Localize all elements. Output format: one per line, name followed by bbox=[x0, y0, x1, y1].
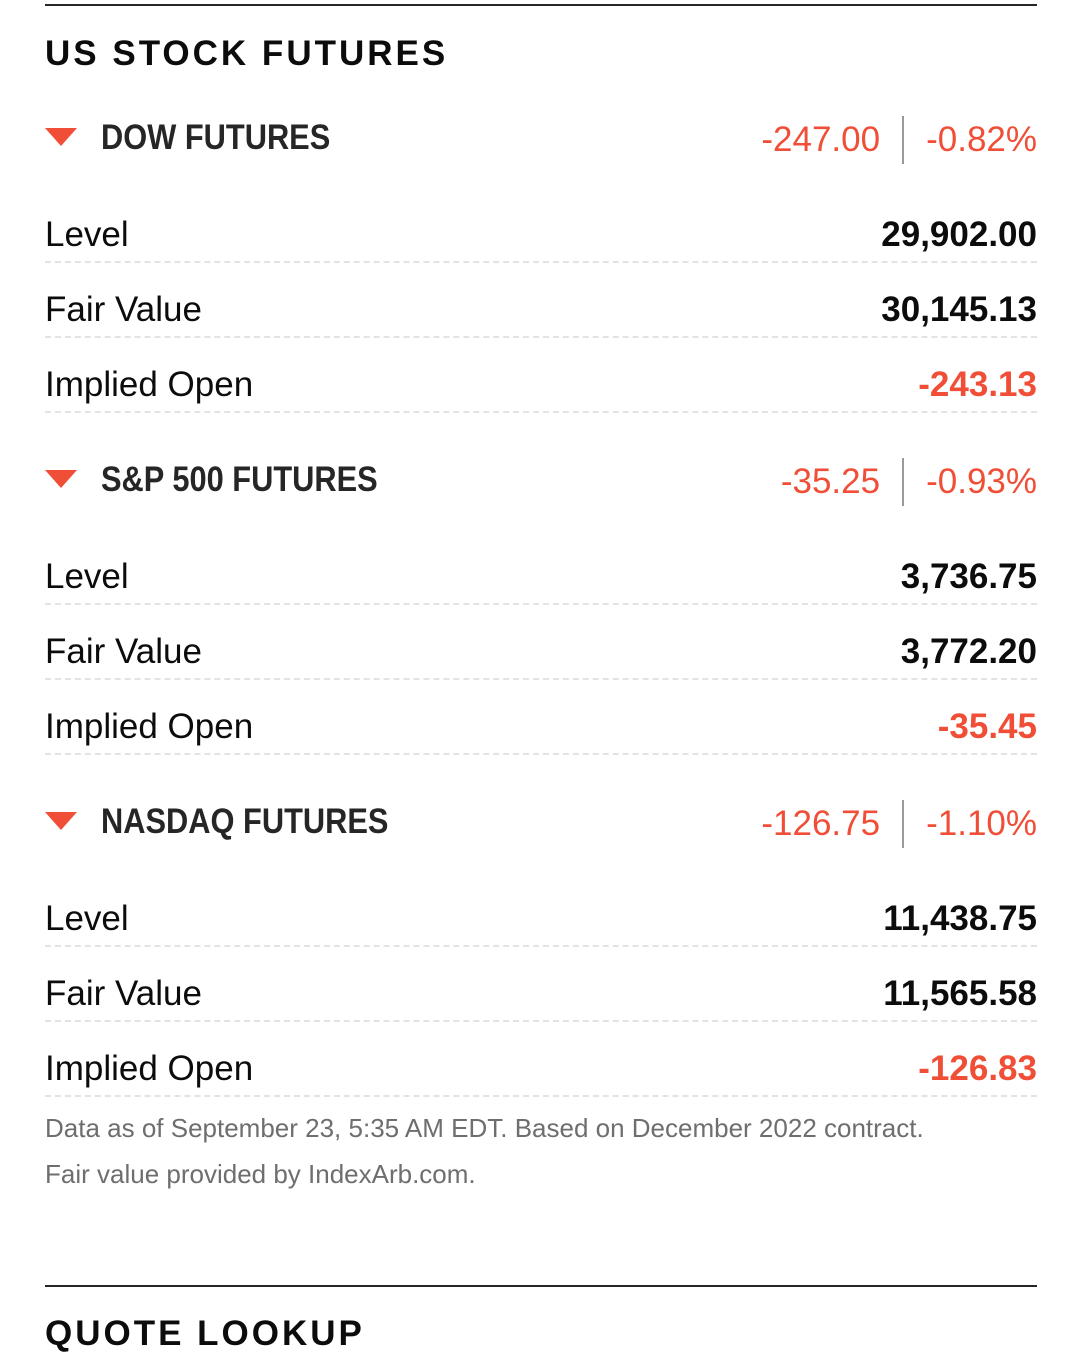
row-value: 3,736.75 bbox=[900, 557, 1037, 596]
futures-group-dow: DOW FUTURES -247.00 -0.82% Level 29,902.… bbox=[45, 116, 1037, 413]
row-label: Level bbox=[45, 557, 129, 596]
change-percent: -0.82% bbox=[926, 120, 1037, 159]
row-label: Fair Value bbox=[45, 974, 202, 1013]
fair-value-row: Fair Value 11,565.58 bbox=[45, 947, 1037, 1022]
implied-open-row: Implied Open -35.45 bbox=[45, 680, 1037, 755]
row-value: 3,772.20 bbox=[900, 632, 1037, 671]
row-value: -243.13 bbox=[918, 365, 1037, 404]
fair-value-row: Fair Value 30,145.13 bbox=[45, 263, 1037, 338]
section-divider bbox=[45, 1285, 1037, 1287]
change-block: -35.25 -0.93% bbox=[781, 458, 1037, 506]
change-points: -247.00 bbox=[761, 120, 881, 159]
implied-open-row: Implied Open -243.13 bbox=[45, 338, 1037, 413]
futures-group-header[interactable]: S&P 500 FUTURES -35.25 -0.93% bbox=[45, 458, 1037, 530]
level-row: Level 3,736.75 bbox=[45, 530, 1037, 605]
futures-group-header[interactable]: NASDAQ FUTURES -126.75 -1.10% bbox=[45, 800, 1037, 872]
change-points: -126.75 bbox=[761, 804, 881, 843]
row-label: Level bbox=[45, 215, 129, 254]
row-label: Fair Value bbox=[45, 290, 202, 329]
level-row: Level 29,902.00 bbox=[45, 188, 1037, 263]
triangle-down-icon bbox=[45, 128, 77, 146]
futures-group-nasdaq: NASDAQ FUTURES -126.75 -1.10% Level 11,4… bbox=[45, 800, 1037, 1097]
level-row: Level 11,438.75 bbox=[45, 872, 1037, 947]
section-divider bbox=[45, 4, 1037, 6]
triangle-down-icon bbox=[45, 470, 77, 488]
row-value: -35.45 bbox=[937, 707, 1037, 746]
row-value: 11,565.58 bbox=[883, 974, 1037, 1013]
change-percent: -1.10% bbox=[926, 804, 1037, 843]
triangle-down-icon bbox=[45, 812, 77, 830]
change-divider bbox=[902, 800, 905, 848]
row-value: -126.83 bbox=[918, 1049, 1037, 1088]
change-block: -247.00 -0.82% bbox=[761, 116, 1037, 164]
row-label: Implied Open bbox=[45, 1049, 254, 1088]
futures-name: DOW FUTURES bbox=[101, 118, 331, 157]
fair-value-row: Fair Value 3,772.20 bbox=[45, 605, 1037, 680]
futures-name: S&P 500 FUTURES bbox=[101, 460, 378, 499]
row-value: 11,438.75 bbox=[883, 899, 1037, 938]
futures-name: NASDAQ FUTURES bbox=[101, 802, 389, 841]
row-label: Fair Value bbox=[45, 632, 202, 671]
row-label: Implied Open bbox=[45, 707, 254, 746]
futures-group-sp500: S&P 500 FUTURES -35.25 -0.93% Level 3,73… bbox=[45, 458, 1037, 755]
section-title: US STOCK FUTURES bbox=[45, 34, 449, 73]
quote-lookup-title: QUOTE LOOKUP bbox=[45, 1314, 365, 1353]
change-block: -126.75 -1.10% bbox=[761, 800, 1037, 848]
row-value: 29,902.00 bbox=[881, 215, 1037, 254]
change-divider bbox=[902, 458, 905, 506]
futures-group-header[interactable]: DOW FUTURES -247.00 -0.82% bbox=[45, 116, 1037, 188]
footnote-line-date: Data as of September 23, 5:35 AM EDT. Ba… bbox=[45, 1113, 924, 1143]
implied-open-row: Implied Open -126.83 bbox=[45, 1022, 1037, 1097]
row-label: Level bbox=[45, 899, 129, 938]
change-percent: -0.93% bbox=[926, 462, 1037, 501]
row-label: Implied Open bbox=[45, 365, 254, 404]
change-divider bbox=[902, 116, 905, 164]
data-footnote: Data as of September 23, 5:35 AM EDT. Ba… bbox=[45, 1105, 924, 1197]
row-value: 30,145.13 bbox=[881, 290, 1037, 329]
change-points: -35.25 bbox=[780, 462, 881, 501]
footnote-line-source: Fair value provided by IndexArb.com. bbox=[45, 1159, 476, 1189]
